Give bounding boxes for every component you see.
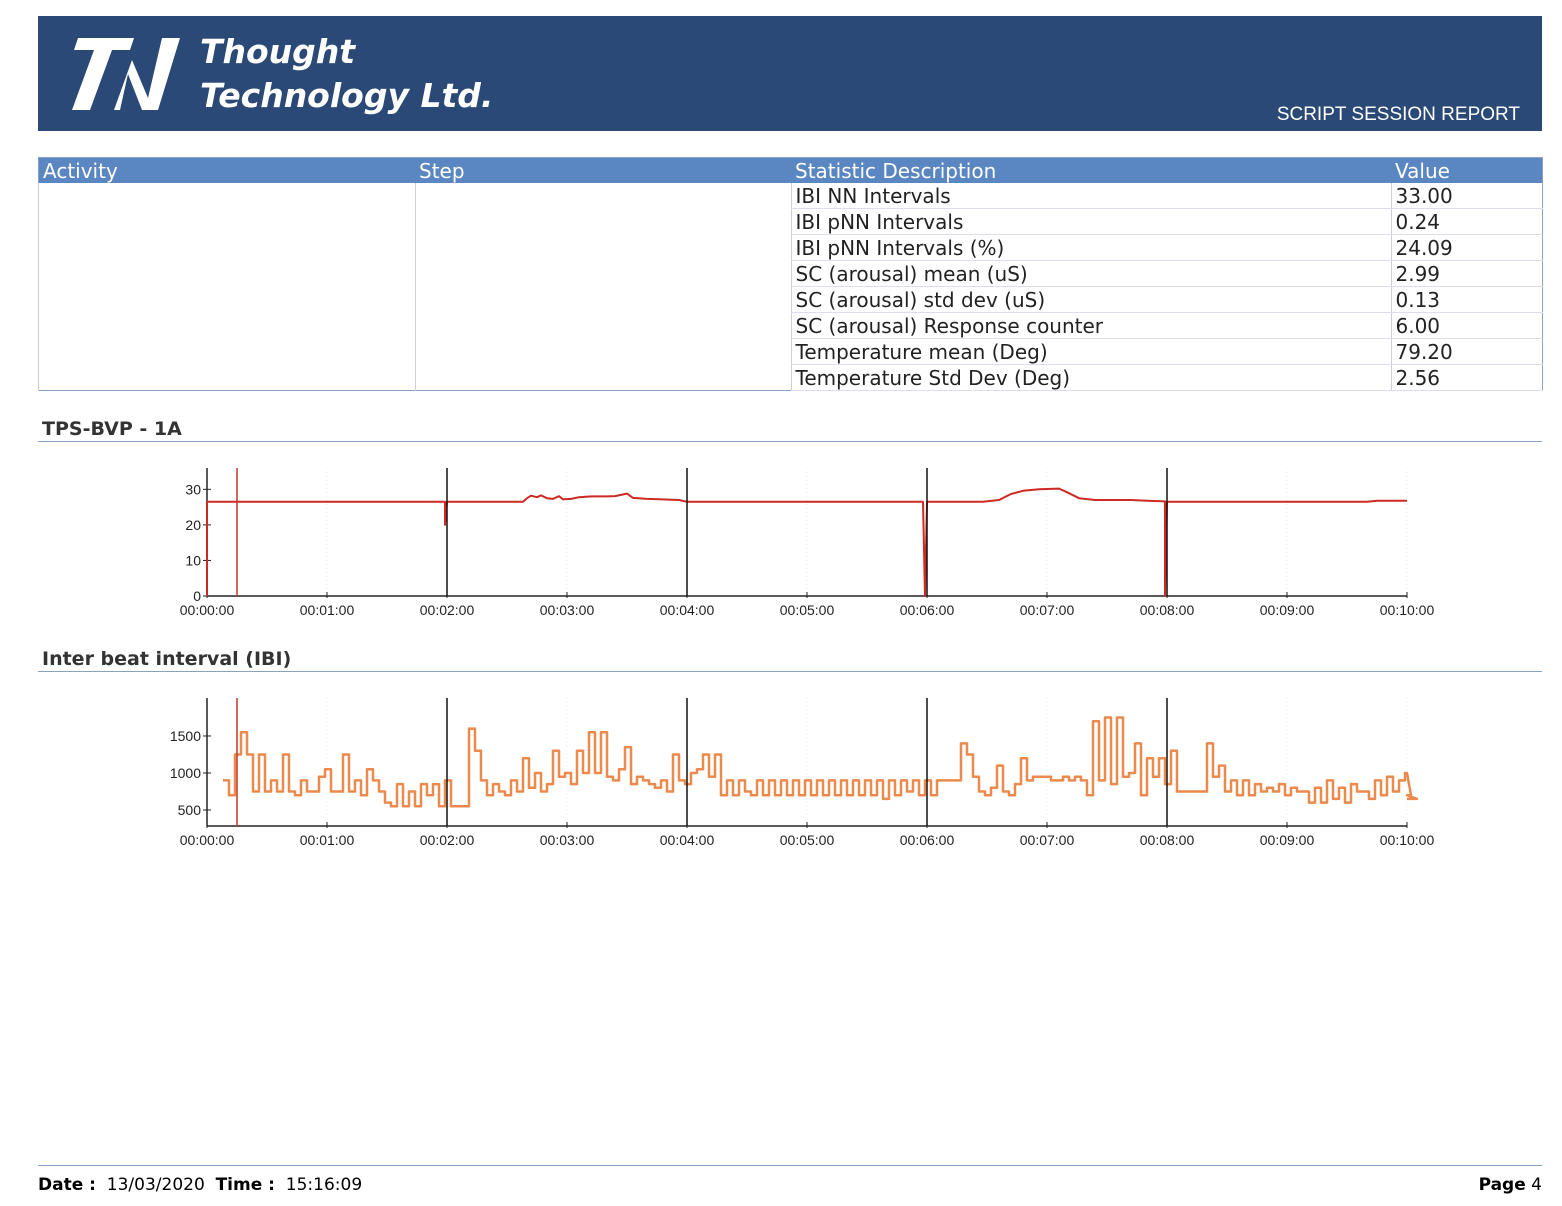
x-tick-label: 00:03:00: [540, 832, 595, 848]
statistic-cell: IBI pNN Intervals (%): [790, 234, 1391, 261]
table-row: IBI pNN Intervals (%) 24.09: [38, 234, 1543, 261]
chart-title-ibi: Inter beat interval (IBI): [42, 648, 292, 670]
x-tick-label: 00:01:00: [300, 602, 355, 618]
table-row: IBI NN Intervals 33.00: [38, 183, 1543, 209]
footer-page: Page 4: [1479, 1175, 1542, 1195]
table-row: Temperature Std Dev (Deg) 2.56: [38, 364, 1543, 391]
x-tick-label: 00:10:00: [1380, 832, 1435, 848]
x-tick-label: 00:04:00: [660, 602, 715, 618]
step-cell: [414, 338, 791, 365]
y-tick-label: 10: [185, 552, 201, 568]
data-series-line: [223, 716, 1419, 808]
step-cell: [414, 260, 791, 287]
table-row: SC (arousal) Response counter 6.00: [38, 312, 1543, 339]
x-tick-label: 00:00:00: [180, 602, 235, 618]
value-cell: 33.00: [1390, 183, 1543, 209]
statistic-cell: Temperature mean (Deg): [790, 338, 1391, 365]
y-tick-label: 500: [178, 802, 202, 818]
x-tick-label: 00:07:00: [1020, 832, 1075, 848]
company-name-line2: Technology Ltd.: [200, 76, 494, 115]
step-cell: [414, 286, 791, 313]
x-tick-label: 00:10:00: [1380, 602, 1435, 618]
x-tick-label: 00:04:00: [660, 832, 715, 848]
y-tick-label: 0: [193, 588, 201, 604]
value-cell: 24.09: [1390, 234, 1543, 261]
statistic-cell: SC (arousal) Response counter: [790, 312, 1391, 339]
footer-datetime: Date : 13/03/2020 Time : 15:16:09: [38, 1175, 362, 1195]
statistic-cell: IBI pNN Intervals: [790, 208, 1391, 235]
value-cell: 0.13: [1390, 286, 1543, 313]
value-cell: 0.24: [1390, 208, 1543, 235]
y-tick-label: 1500: [170, 728, 201, 744]
table-row: SC (arousal) mean (uS) 2.99: [38, 260, 1543, 287]
company-logo-icon: [72, 38, 180, 110]
x-tick-label: 00:06:00: [900, 602, 955, 618]
activity-cell: [38, 338, 415, 365]
x-tick-label: 00:05:00: [780, 832, 835, 848]
divider: [38, 671, 1542, 672]
company-name: Thought Technology Ltd.: [200, 30, 493, 118]
bvp-chart: 00:00:00 00:01:00 00:02:00 00:03:00 00:04:00…: [180, 468, 1435, 618]
activity-cell: [38, 208, 415, 235]
statistic-cell: SC (arousal) mean (uS): [790, 260, 1391, 287]
activity-cell: [38, 312, 415, 339]
column-header-activity: Activity: [38, 157, 415, 183]
table-row: SC (arousal) std dev (uS) 0.13: [38, 286, 1543, 313]
step-cell: [414, 312, 791, 339]
column-header-value: Value: [1391, 157, 1543, 183]
data-series-line: [206, 487, 1407, 597]
x-tick-label: 00:02:00: [420, 602, 475, 618]
x-tick-label: 00:08:00: [1140, 602, 1195, 618]
step-cell: [414, 234, 791, 261]
x-tick-label: 00:03:00: [540, 602, 595, 618]
time-label: Time :: [215, 1175, 275, 1195]
x-tick-label: 00:05:00: [780, 602, 835, 618]
x-tick-label: 00:08:00: [1140, 832, 1195, 848]
step-cell: [414, 364, 791, 391]
value-cell: 2.56: [1390, 364, 1543, 391]
x-tick-label: 00:01:00: [300, 832, 355, 848]
statistics-table: Activity Step Statistic Description Valu…: [38, 157, 1543, 391]
footer-divider: [38, 1165, 1542, 1166]
activity-cell: [38, 183, 415, 209]
value-cell: 6.00: [1390, 312, 1543, 339]
activity-cell: [38, 260, 415, 287]
step-cell: [414, 183, 791, 209]
x-tick-label: 00:06:00: [900, 832, 955, 848]
page-number: 4: [1531, 1175, 1542, 1195]
date-value: 13/03/2020: [106, 1175, 205, 1195]
y-tick-label: 20: [185, 517, 201, 533]
x-tick-label: 00:09:00: [1260, 602, 1315, 618]
value-cell: 2.99: [1390, 260, 1543, 287]
x-tick-label: 00:07:00: [1020, 602, 1075, 618]
statistic-cell: Temperature Std Dev (Deg): [790, 364, 1391, 391]
date-label: Date :: [38, 1175, 96, 1195]
table-row: IBI pNN Intervals 0.24: [38, 208, 1543, 235]
statistic-cell: SC (arousal) std dev (uS): [790, 286, 1391, 313]
y-tick-label: 30: [185, 481, 201, 497]
chart-title-bvp: TPS-BVP - 1A: [42, 418, 182, 440]
column-header-statistic: Statistic Description: [791, 157, 1391, 183]
table-row: Temperature mean (Deg) 79.20: [38, 338, 1543, 365]
statistic-cell: IBI NN Intervals: [790, 183, 1391, 209]
activity-cell: [38, 364, 415, 391]
value-cell: 79.20: [1390, 338, 1543, 365]
x-tick-label: 00:02:00: [420, 832, 475, 848]
column-header-step: Step: [415, 157, 791, 183]
page-label: Page: [1478, 1175, 1526, 1195]
y-tick-label: 1000: [170, 765, 201, 781]
company-name-line1: Thought: [200, 32, 356, 71]
x-tick-label: 00:00:00: [180, 832, 235, 848]
header-banner: Thought Technology Ltd. SCRIPT SESSION R…: [38, 16, 1542, 131]
ibi-chart: 00:00:00 00:01:00 00:02:00 00:03:00 00:04:00…: [170, 698, 1435, 848]
activity-cell: [38, 286, 415, 313]
divider: [38, 441, 1542, 442]
activity-cell: [38, 234, 415, 261]
time-value: 15:16:09: [285, 1175, 363, 1195]
report-title: SCRIPT SESSION REPORT: [1276, 104, 1520, 125]
x-tick-label: 00:09:00: [1260, 832, 1315, 848]
step-cell: [414, 208, 791, 235]
